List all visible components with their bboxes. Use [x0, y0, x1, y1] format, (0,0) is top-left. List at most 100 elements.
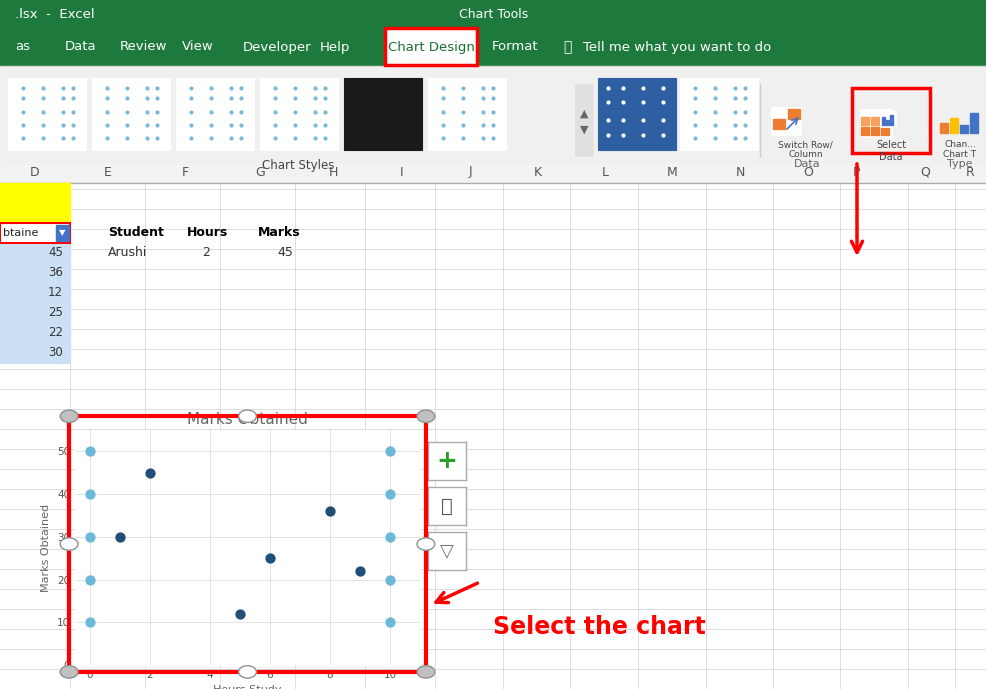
Bar — [598, 78, 675, 150]
Bar — [860, 127, 868, 135]
Text: R: R — [964, 165, 973, 178]
Text: Marks: Marks — [257, 227, 301, 240]
Text: Q: Q — [919, 165, 929, 178]
Bar — [934, 88, 986, 153]
Bar — [0, 223, 70, 243]
Point — [112, 531, 128, 542]
Text: Chart Design: Chart Design — [387, 41, 474, 54]
Bar — [0, 183, 70, 223]
Bar — [0, 28, 986, 66]
Bar — [0, 0, 986, 28]
Text: 22: 22 — [48, 327, 63, 340]
Text: F: F — [181, 165, 188, 178]
Text: M: M — [666, 165, 676, 178]
Point — [382, 617, 397, 628]
Point — [82, 617, 98, 628]
Text: D: D — [31, 165, 39, 178]
Point — [352, 566, 368, 577]
Text: 45: 45 — [277, 247, 293, 260]
Point — [321, 506, 337, 517]
Point — [82, 489, 98, 500]
Text: btaine: btaine — [3, 228, 38, 238]
Text: Data: Data — [65, 41, 97, 54]
Text: 36: 36 — [48, 267, 63, 280]
Bar — [860, 117, 868, 125]
Text: View: View — [181, 41, 214, 54]
Bar — [870, 117, 879, 125]
Bar — [0, 66, 986, 161]
Bar — [92, 78, 170, 150]
Text: H: H — [328, 165, 337, 178]
Text: 12: 12 — [48, 287, 63, 300]
Text: E: E — [104, 165, 111, 178]
Bar — [0, 263, 70, 283]
Bar — [959, 125, 967, 133]
Text: ▲: ▲ — [579, 109, 588, 119]
Text: Tell me what you want to do: Tell me what you want to do — [583, 41, 770, 54]
Y-axis label: Marks Obtained: Marks Obtained — [41, 504, 51, 592]
Text: Developer: Developer — [243, 41, 312, 54]
Bar — [851, 88, 929, 153]
Bar — [344, 78, 422, 150]
Bar — [889, 115, 892, 125]
Point — [142, 467, 158, 478]
Title: Marks Obtained: Marks Obtained — [187, 413, 308, 427]
Text: I: I — [399, 165, 403, 178]
Text: 25: 25 — [48, 307, 63, 320]
Text: O: O — [803, 165, 812, 178]
Text: K: K — [533, 165, 541, 178]
Text: Help: Help — [319, 41, 350, 54]
Text: Review: Review — [120, 41, 168, 54]
Bar — [950, 118, 957, 133]
Bar — [859, 109, 891, 137]
Bar — [56, 225, 69, 241]
Point — [262, 553, 278, 564]
Text: G: G — [254, 165, 264, 178]
Text: Chan...
Chart T: Chan... Chart T — [943, 140, 975, 159]
Bar — [870, 127, 879, 135]
Text: L: L — [600, 165, 608, 178]
Text: Chart Styles: Chart Styles — [261, 159, 334, 172]
Bar — [428, 78, 506, 150]
Bar — [969, 113, 977, 133]
Bar — [772, 119, 784, 129]
Bar — [762, 88, 847, 153]
Bar — [880, 127, 888, 135]
Text: Data: Data — [794, 159, 820, 169]
Text: Select the chart: Select the chart — [492, 615, 705, 639]
Bar — [0, 161, 986, 689]
Point — [382, 489, 397, 500]
Point — [382, 531, 397, 542]
Bar — [679, 78, 757, 150]
Text: J: J — [467, 165, 471, 178]
Bar — [0, 243, 70, 263]
Text: +: + — [436, 449, 457, 473]
Text: N: N — [735, 165, 743, 178]
X-axis label: Hours Study: Hours Study — [213, 686, 281, 689]
Text: ▼: ▼ — [59, 229, 65, 238]
Bar — [770, 107, 801, 135]
Text: 45: 45 — [48, 247, 63, 260]
Bar — [8, 78, 86, 150]
Point — [382, 446, 397, 457]
Text: Student: Student — [107, 227, 164, 240]
Bar — [0, 323, 70, 343]
Bar — [939, 123, 947, 133]
Bar — [885, 120, 888, 125]
Bar — [880, 117, 888, 125]
Point — [82, 446, 98, 457]
Bar — [880, 111, 895, 127]
Bar — [787, 109, 800, 119]
Bar — [0, 161, 986, 183]
Text: 30: 30 — [48, 347, 63, 360]
Bar — [881, 117, 884, 125]
Bar — [259, 78, 337, 150]
Text: .lsx  -  Excel: .lsx - Excel — [15, 8, 95, 21]
Bar — [0, 283, 70, 303]
Bar — [385, 28, 476, 65]
Point — [382, 574, 397, 585]
Text: Switch Row/
Column: Switch Row/ Column — [777, 140, 832, 159]
Text: Chart Tools: Chart Tools — [458, 8, 528, 21]
Bar — [851, 88, 929, 153]
Bar — [575, 84, 593, 156]
